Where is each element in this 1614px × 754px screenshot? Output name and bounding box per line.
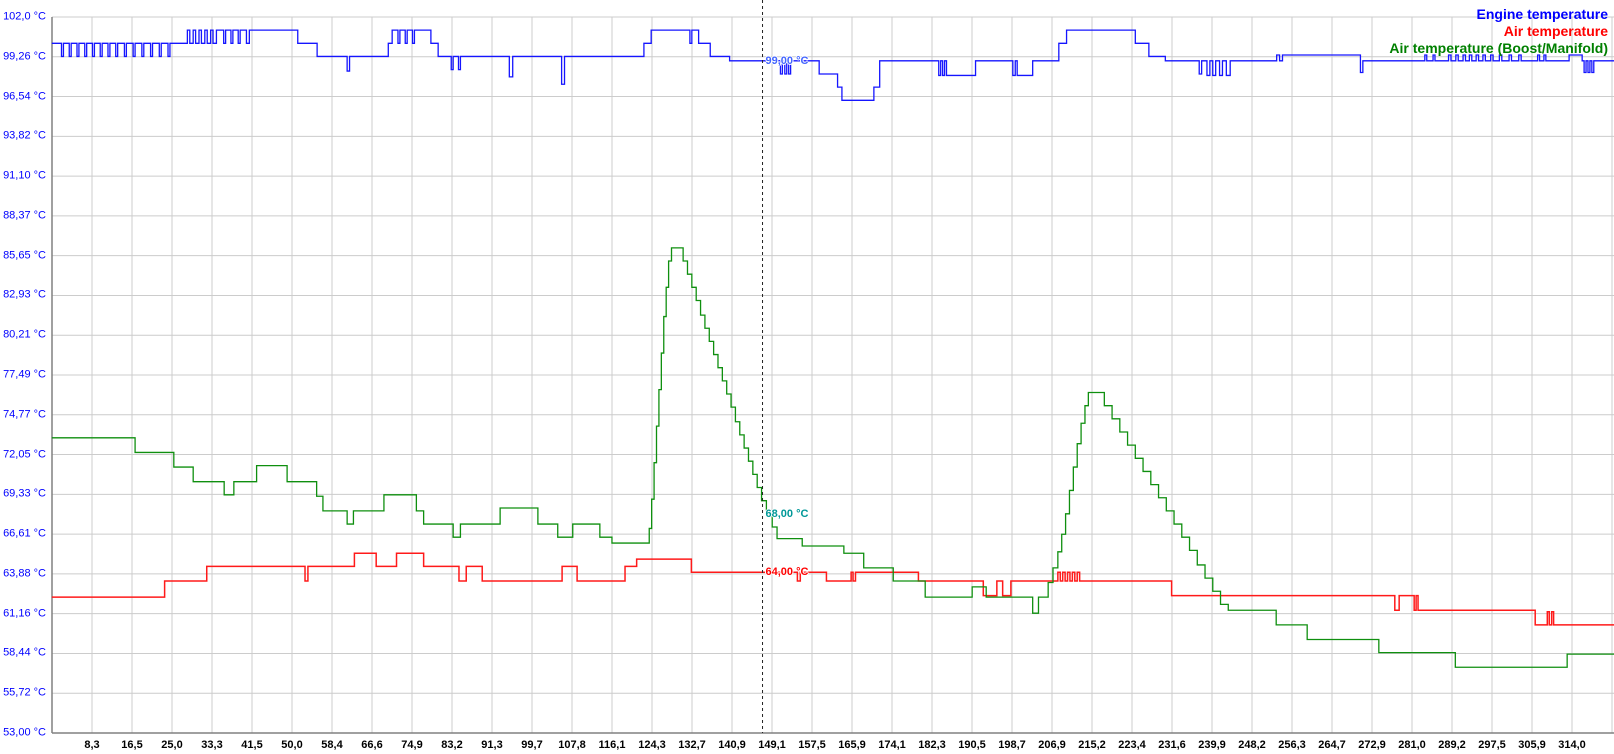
x-axis-label: 33,3 xyxy=(201,739,223,751)
x-axis-label: 206,9 xyxy=(1038,739,1066,751)
y-axis-label: 66,61 °C xyxy=(3,527,46,540)
series-line-air-temperature-boost-manifold- xyxy=(51,247,1614,668)
y-axis-label: 69,33 °C xyxy=(3,487,46,500)
x-axis-label: 264,7 xyxy=(1318,739,1346,751)
x-axis-label: 124,3 xyxy=(638,739,666,751)
legend-item-air-temperature[interactable]: Air temperature xyxy=(1503,23,1608,39)
legend-item-air-temperature-boost-manifold[interactable]: Air temperature (Boost/Manifold) xyxy=(1389,40,1608,56)
cursor-reading-engine-temperature: 99,00 °C xyxy=(765,54,809,67)
x-axis-label: 16,5 xyxy=(121,739,143,751)
y-axis-label: 91,10 °C xyxy=(3,169,46,182)
x-axis-label: 149,1 xyxy=(758,739,786,751)
y-axis-label: 82,93 °C xyxy=(3,288,46,301)
y-axis-label: 85,65 °C xyxy=(3,249,46,262)
y-axis-label: 99,26 °C xyxy=(3,50,46,63)
y-axis-label: 72,05 °C xyxy=(3,448,46,461)
x-axis-label: 165,9 xyxy=(838,739,866,751)
x-axis-label: 83,2 xyxy=(441,739,463,751)
x-axis-label: 91,3 xyxy=(481,739,503,751)
y-axis-label: 93,82 °C xyxy=(3,129,46,142)
x-axis-label: 314,0 xyxy=(1558,739,1586,751)
y-axis-label: 80,21 °C xyxy=(3,328,46,341)
x-axis-label: 140,9 xyxy=(718,739,746,751)
x-axis-label: 116,1 xyxy=(598,739,626,751)
y-axis-label: 61,16 °C xyxy=(3,607,46,620)
x-axis-label: 132,7 xyxy=(678,739,706,751)
x-axis-label: 99,7 xyxy=(521,739,543,751)
y-axis-label: 102,0 °C xyxy=(3,10,46,23)
x-axis-label: 74,9 xyxy=(401,739,423,751)
legend: Engine temperature Air temperature Air t… xyxy=(1389,6,1608,57)
y-axis-label: 63,88 °C xyxy=(3,567,46,580)
x-axis-label: 248,2 xyxy=(1238,739,1266,751)
x-axis-label: 256,3 xyxy=(1278,739,1306,751)
y-axis-label: 88,37 °C xyxy=(3,209,46,222)
legend-item-engine-temperature[interactable]: Engine temperature xyxy=(1476,6,1608,22)
x-axis-label: 66,6 xyxy=(361,739,383,751)
x-axis-label: 305,9 xyxy=(1518,739,1546,751)
x-axis-label: 41,5 xyxy=(241,739,263,751)
cursor-reading-boost-air-temperature: 68,00 °C xyxy=(765,507,809,520)
y-axis-label: 53,00 °C xyxy=(3,726,46,739)
x-axis-label: 25,0 xyxy=(161,739,183,751)
y-axis-label: 58,44 °C xyxy=(3,646,46,659)
x-axis-label: 297,5 xyxy=(1478,739,1506,751)
x-axis-label: 239,9 xyxy=(1198,739,1226,751)
x-axis-label: 58,4 xyxy=(321,739,343,751)
x-axis-label: 223,4 xyxy=(1118,739,1146,751)
cursor-reading-air-temperature: 64,00 °C xyxy=(765,566,809,579)
y-axis-label: 74,77 °C xyxy=(3,408,46,421)
series-line-engine-temperature xyxy=(51,29,1614,101)
x-axis-label: 174,1 xyxy=(878,739,906,751)
x-axis-label: 182,3 xyxy=(918,739,946,751)
x-axis-label: 190,5 xyxy=(958,739,986,751)
y-axis-label: 55,72 °C xyxy=(3,686,46,699)
x-axis-label: 50,0 xyxy=(281,739,303,751)
y-axis-label: 77,49 °C xyxy=(3,368,46,381)
x-axis-label: 157,5 xyxy=(798,739,826,751)
x-axis-label: 215,2 xyxy=(1078,739,1106,751)
series-line-air-temperature xyxy=(51,552,1614,626)
x-axis-label: 107,8 xyxy=(558,739,586,751)
x-axis-label: 198,7 xyxy=(998,739,1026,751)
x-axis-label: 231,6 xyxy=(1158,739,1186,751)
x-axis-label: 281,0 xyxy=(1398,739,1426,751)
y-axis-label: 96,54 °C xyxy=(3,90,46,103)
x-axis-label: 8,3 xyxy=(84,739,100,751)
x-axis-label: 272,9 xyxy=(1358,739,1386,751)
x-axis-label: 289,2 xyxy=(1438,739,1466,751)
